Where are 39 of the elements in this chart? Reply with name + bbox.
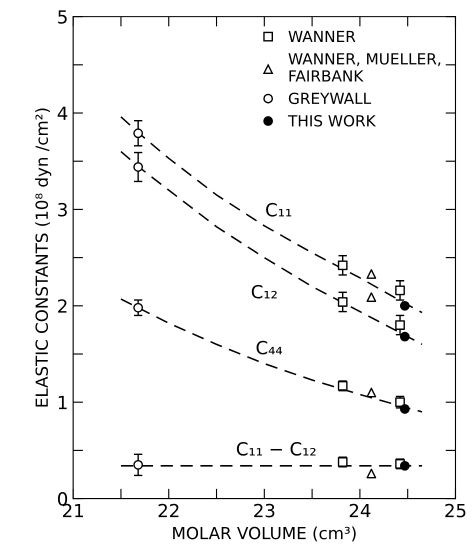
point xyxy=(133,162,144,172)
y-axis-title: ELASTIC CONSTANTS (10⁸ dyn /cm²) xyxy=(35,108,52,406)
line-series xyxy=(120,116,423,314)
x-tick-label: 23 xyxy=(254,504,274,518)
legend-label: THIS WORK xyxy=(288,115,376,127)
y-tick-label: 3 xyxy=(58,202,67,217)
legend-label: WANNER, MUELLER, FAIRBANK xyxy=(288,53,440,82)
point xyxy=(366,388,376,398)
y-tick-label: 5 xyxy=(58,10,67,24)
line-series xyxy=(120,298,423,413)
x-tick-label: 21 xyxy=(62,504,83,518)
point xyxy=(400,404,410,414)
point xyxy=(395,286,405,296)
point xyxy=(133,460,144,470)
series-label: C₁₂ xyxy=(252,284,277,299)
legend-label: WANNER xyxy=(288,30,356,42)
point xyxy=(366,269,376,279)
point xyxy=(366,468,376,478)
point xyxy=(366,292,376,302)
point xyxy=(400,300,410,311)
point xyxy=(338,297,348,307)
point xyxy=(400,460,410,471)
point xyxy=(133,128,144,138)
point xyxy=(400,332,410,342)
series-label: C₄₄ xyxy=(256,340,282,354)
point xyxy=(338,260,348,270)
point xyxy=(395,320,405,330)
y-tick-label: 1 xyxy=(58,396,67,410)
legend-label: GREYWALL xyxy=(288,92,372,104)
x-tick-label: 25 xyxy=(445,504,466,518)
y-tick-label: 0 xyxy=(58,492,68,506)
series-label: C₁₁ xyxy=(266,202,292,217)
x-tick-label: 22 xyxy=(158,504,178,518)
x-axis-title: MOLAR VOLUME (cm³) xyxy=(173,526,356,542)
y-tick-label: 4 xyxy=(58,106,68,120)
series-label: C₁₁ − C₁₂ xyxy=(236,442,316,456)
x-tick-label: 24 xyxy=(350,504,370,518)
point xyxy=(133,302,144,313)
y-tick-label: 2 xyxy=(58,299,66,313)
